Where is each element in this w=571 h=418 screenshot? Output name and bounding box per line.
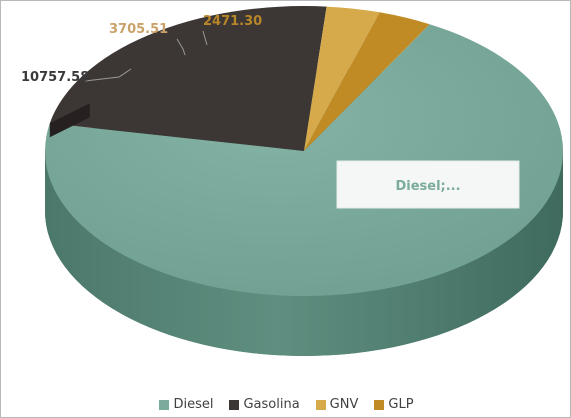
slice-gasolina bbox=[49, 6, 327, 151]
legend-label-gnv: GNV bbox=[329, 397, 359, 412]
legend-swatch-glp bbox=[374, 399, 385, 410]
legend-item-diesel: Diesel bbox=[159, 397, 213, 412]
leader-line-gasolina bbox=[84, 68, 132, 82]
leader-line-glp bbox=[202, 30, 208, 46]
chart-legend: Diesel Gasolina GNV GLP bbox=[1, 397, 570, 412]
slice-glp bbox=[304, 12, 430, 151]
legend-label-diesel: Diesel bbox=[173, 397, 214, 412]
legend-label-gasolina: Gasolina bbox=[243, 397, 300, 412]
slice-gnv bbox=[304, 6, 380, 151]
legend-swatch-gnv bbox=[315, 399, 326, 410]
legend-item-glp: GLP bbox=[374, 397, 414, 412]
data-label-glp: 2471.30 bbox=[203, 14, 262, 29]
legend-label-glp: GLP bbox=[388, 397, 414, 412]
slice-diesel bbox=[45, 24, 564, 297]
data-label-gnv: 3705.51 bbox=[109, 22, 168, 37]
legend-swatch-gasolina bbox=[229, 399, 240, 410]
legend-swatch-diesel bbox=[159, 399, 170, 410]
data-label-diesel: Diesel;... bbox=[395, 179, 460, 194]
data-label-diesel-box bbox=[336, 160, 520, 209]
legend-item-gasolina: Gasolina bbox=[229, 397, 300, 412]
data-label-gasolina: 10757.58 bbox=[21, 70, 89, 85]
leader-line-gnv bbox=[176, 38, 186, 56]
slice-gasolina-side bbox=[49, 103, 90, 138]
legend-item-gnv: GNV bbox=[315, 397, 359, 412]
